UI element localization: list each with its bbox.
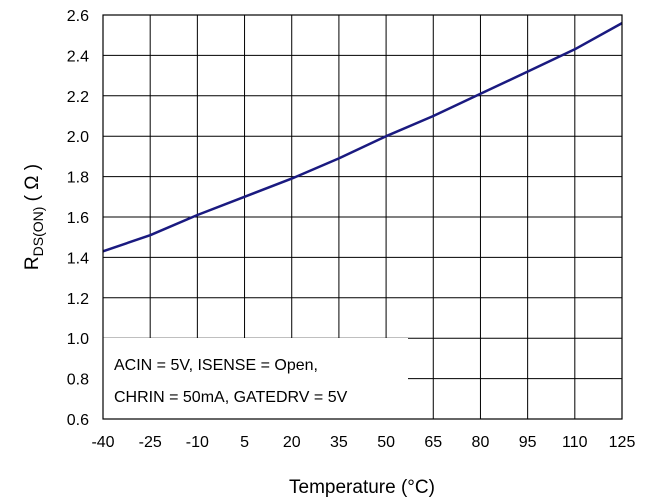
y-tick-label: 1.6	[67, 210, 89, 227]
y-tick-label: 2.4	[67, 48, 89, 65]
annotation-line-1: ACIN = 5V, ISENSE = Open,	[114, 357, 318, 374]
y-tick-label: 1.0	[67, 331, 89, 348]
y-tick-label: 1.8	[67, 170, 89, 187]
annotation-line-2: CHRIN = 50mA, GATEDRV = 5V	[114, 389, 348, 406]
x-tick-label: 110	[562, 434, 588, 451]
x-tick-label: 50	[377, 434, 395, 451]
y-axis-title-subscript: DS(ON)	[30, 207, 46, 257]
y-axis-title-unit: ( Ω )	[22, 164, 43, 207]
x-tick-label: -25	[139, 434, 162, 451]
x-tick-label: 20	[283, 434, 301, 451]
series-layer	[102, 22, 623, 253]
y-axis-title: RDS(ON) ( Ω )	[22, 164, 46, 270]
y-tick-label: 2.6	[67, 8, 89, 25]
y-tick-label: 1.4	[67, 250, 89, 267]
annotation-box	[103, 338, 408, 419]
x-tick-labels: -40 -25 -10 5 20 35 50 65 80 95 110 125	[91, 434, 635, 451]
x-tick-label: 80	[472, 434, 490, 451]
y-tick-label: 0.8	[67, 372, 89, 389]
x-tick-label: 65	[424, 434, 442, 451]
y-tick-label: 2.0	[67, 129, 89, 146]
x-tick-label: 125	[609, 434, 636, 451]
plot-frame	[102, 14, 623, 420]
x-tick-label: -10	[186, 434, 209, 451]
x-tick-label: 95	[519, 434, 537, 451]
annotation: ACIN = 5V, ISENSE = Open, CHRIN = 50mA, …	[103, 338, 408, 419]
series-line	[102, 22, 623, 253]
y-tick-label: 0.6	[67, 412, 89, 429]
y-tick-labels: 0.6 0.8 1.0 1.2 1.4 1.6 1.8 2.0 2.2 2.4 2.6	[67, 8, 89, 429]
y-axis-title-main: R	[22, 256, 43, 270]
x-tick-label: 35	[330, 434, 348, 451]
x-tick-label: -40	[91, 434, 114, 451]
y-tick-label: 1.2	[67, 291, 89, 308]
x-tick-label: 5	[240, 434, 249, 451]
x-axis-title: Temperature (°C)	[289, 477, 435, 498]
y-tick-label: 2.2	[67, 89, 89, 106]
